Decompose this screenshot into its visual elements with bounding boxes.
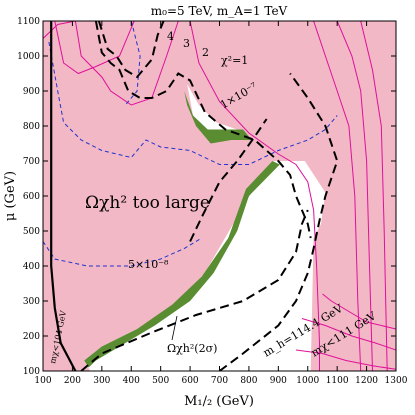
- mass-bound-dashed-line: [94, 21, 312, 239]
- x-axis-label: M₁/₂ (GeV): [184, 394, 254, 409]
- x-tick-label: 500: [152, 376, 169, 386]
- x-tick-label: 100: [34, 376, 51, 386]
- direct-detection-line: [43, 237, 203, 267]
- relic-density-band: [84, 161, 280, 368]
- y-tick-label: 400: [23, 262, 40, 272]
- x-tick-label: 1300: [385, 376, 408, 386]
- x-tick-label: 1000: [296, 376, 319, 386]
- y-tick-label: 200: [23, 332, 40, 342]
- y-tick-label: 600: [23, 192, 40, 202]
- annotation-chi2-4: 4: [167, 30, 174, 43]
- direct-detection-line: [125, 21, 141, 106]
- chi2-contour-line: [74, 21, 179, 106]
- chi2-contour-line: [301, 318, 396, 351]
- annotation-omega-band-arrow: [171, 315, 178, 341]
- x-tick-label: 800: [240, 376, 257, 386]
- mass-bound-dashed-line: [80, 209, 309, 371]
- y-tick-label: 500: [23, 227, 40, 237]
- y-tick-label: 900: [23, 87, 40, 97]
- x-tick-label: 900: [270, 376, 287, 386]
- direct-detection-contours: [43, 21, 338, 267]
- chart-title: m₀=5 TeV, m_A=1 TeV: [151, 4, 288, 18]
- annotation-omega-too-large: Ωχh² too large: [85, 193, 210, 213]
- x-tick-label: 1100: [326, 376, 349, 386]
- y-tick-label: 1000: [17, 52, 40, 62]
- chi2-contour-line: [336, 21, 373, 371]
- chi2-contours: [43, 21, 396, 371]
- x-tick-label: 400: [123, 376, 140, 386]
- y-tick-label: 800: [23, 122, 40, 132]
- chi2-contour-line: [189, 21, 320, 371]
- chi2-contour-line: [295, 349, 396, 370]
- y-tick-label: 100: [23, 367, 40, 377]
- chi2-contour-line: [313, 21, 362, 371]
- x-tick-label: 1200: [355, 376, 378, 386]
- x-tick-label: 700: [211, 376, 228, 386]
- chi2-contour-line: [43, 21, 76, 39]
- y-axis-label: μ (GeV): [3, 171, 18, 221]
- x-tick-label: 600: [181, 376, 198, 386]
- annotation-chi2-2: 2: [202, 46, 209, 59]
- mass-bound-dashed-line: [97, 21, 165, 79]
- chi2-contour-line: [360, 21, 388, 371]
- mass-bound-dashed-line: [189, 118, 268, 242]
- plot-area: [43, 21, 396, 371]
- chi2-contour-line: [322, 293, 396, 330]
- annotation-omega-band: Ωχh²(2σ): [167, 342, 217, 355]
- y-tick-label: 300: [23, 297, 40, 307]
- mchi-104-line: [50, 21, 77, 371]
- mass-bound-dashed-line: [218, 72, 339, 371]
- y-tick-label: 1100: [17, 17, 40, 27]
- x-tick-label: 200: [64, 376, 81, 386]
- chi2-contour-line: [54, 21, 135, 75]
- direct-detection-line: [48, 41, 338, 165]
- x-tick-label: 300: [93, 376, 110, 386]
- axis-ticks: 100 200 300 400 500 600 700 800 900 1000 1100 1200 1…: [17, 17, 408, 386]
- allowed-region: [84, 161, 326, 371]
- y-tick-label: 700: [23, 157, 40, 167]
- mass-bound-contours: [50, 21, 339, 371]
- annotation-chi2-3: 3: [183, 37, 190, 50]
- annotation-dd-5e-8: 5×10⁻⁸: [128, 258, 169, 271]
- relic-density-band-upper: [184, 91, 252, 144]
- annotation-chi2-1: χ²=1: [221, 54, 248, 67]
